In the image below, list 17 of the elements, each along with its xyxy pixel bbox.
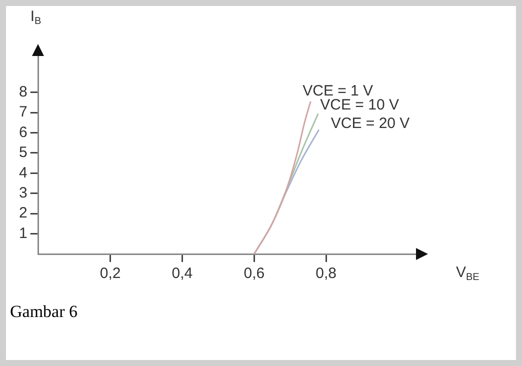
x-tick-label: 0,4 <box>172 265 193 282</box>
y-tick-label: 4 <box>19 164 28 182</box>
y-tick-label: 1 <box>19 224 28 242</box>
y-tick-label: 5 <box>19 144 28 162</box>
x-axis-title: V$_{BE}$ <box>456 264 480 283</box>
y-tick-label: 8 <box>19 84 28 101</box>
text: Gambar 6 <box>10 302 78 322</box>
series-label: VCE = 20 V <box>330 114 410 132</box>
x-tick-label: 0,8 <box>316 265 337 282</box>
y-tick-label: 2 <box>19 204 28 222</box>
x-tick-label: 0,6 <box>244 265 265 282</box>
line-series <box>253 100 312 254</box>
y-tick-label: 6 <box>19 124 28 141</box>
y-tick-label: 7 <box>19 104 28 121</box>
y-axis-title: I$_{B}$ <box>30 8 42 27</box>
y-tick-label: 3 <box>19 184 28 202</box>
x-tick-label: 0,2 <box>100 265 121 282</box>
